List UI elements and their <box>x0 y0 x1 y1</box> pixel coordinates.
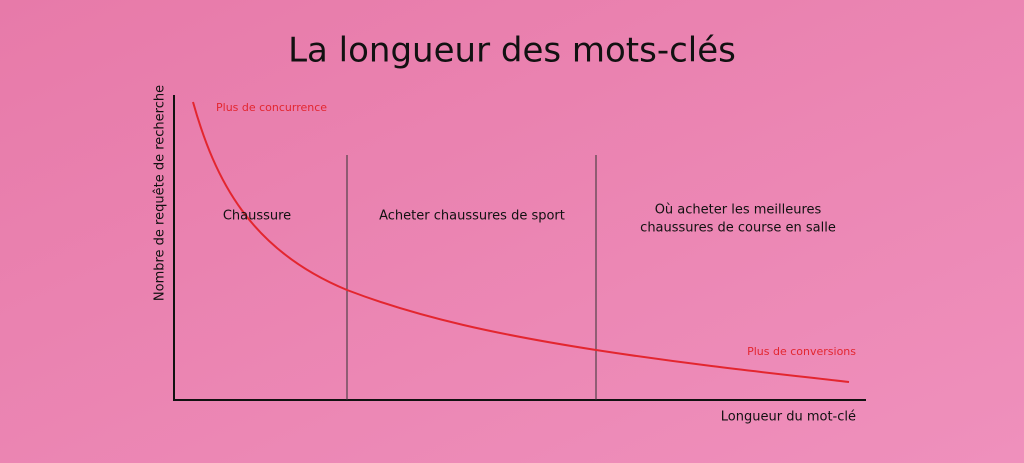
x-axis-label: Longueur du mot-clé <box>721 410 856 425</box>
annotation: Plus de concurrence <box>216 101 327 114</box>
section-label: Où acheter les meilleures <box>655 203 822 218</box>
annotation: Plus de conversions <box>747 345 856 358</box>
title: La longueur des mots-clés <box>288 31 736 71</box>
curve <box>192 101 850 383</box>
y-axis-label: Nombre de requête de recherche <box>153 85 168 301</box>
section-label: Acheter chaussures de sport <box>379 209 565 224</box>
section-label: chaussures de course en salle <box>640 221 836 236</box>
section-label: Chaussure <box>223 209 291 224</box>
sections: Chaussure Acheter chaussures de sport Où a… <box>223 203 836 236</box>
